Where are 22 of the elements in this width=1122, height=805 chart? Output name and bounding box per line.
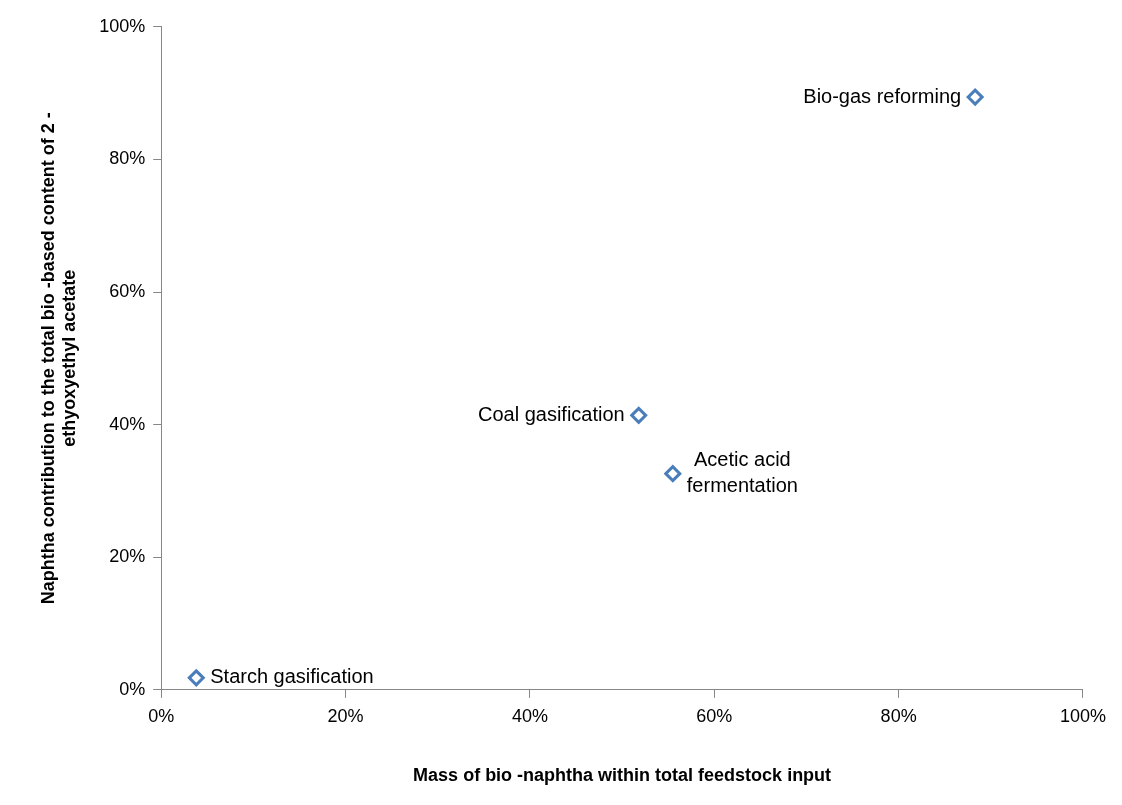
x-tick-label: 20%	[327, 705, 364, 726]
y-tick-label: 60%	[109, 280, 146, 301]
y-tick-label: 0%	[119, 678, 146, 699]
annotation: Coal gasification	[477, 402, 625, 425]
x-tick-label: 40%	[511, 705, 548, 726]
point	[664, 465, 682, 483]
y-axis-title: Naphtha contribution to the total bio -based content of 2 - ethyoxyethyl acetate	[37, 112, 80, 605]
x-axis-title: Mass of bio -naphtha within total feedstock input	[413, 765, 832, 786]
y-tick-label: 100%	[99, 15, 146, 36]
annotation: Acetic acid fermentation	[686, 448, 798, 497]
x-tick-label: 100%	[1059, 705, 1106, 726]
x-tick-label: 60%	[696, 705, 733, 726]
annotation: Starch gasification	[210, 665, 374, 688]
x-tick-label: 0%	[148, 705, 175, 726]
point	[187, 669, 205, 687]
point	[630, 406, 648, 424]
annotation: Bio-gas reforming	[803, 84, 962, 107]
y-tick-label: 80%	[109, 148, 146, 169]
y-tick-label: 40%	[109, 413, 146, 434]
point	[966, 88, 984, 106]
y-tick-label: 20%	[109, 546, 146, 567]
x-tick-label: 80%	[880, 705, 917, 726]
